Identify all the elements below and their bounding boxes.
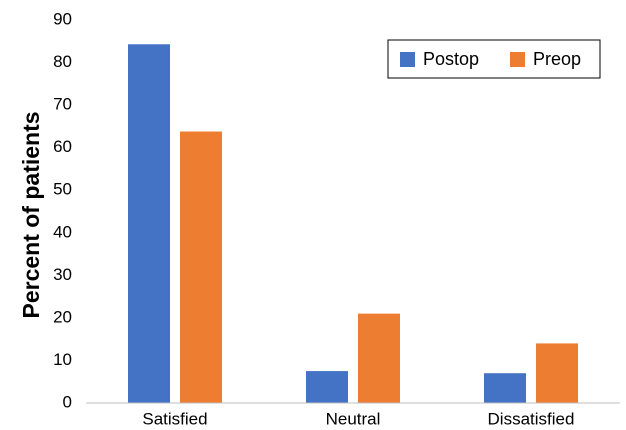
legend-label-preop: Preop — [533, 49, 581, 69]
y-axis-title: Percent of patients — [18, 111, 44, 318]
y-tick-label: 60 — [53, 137, 72, 156]
y-tick-label: 0 — [63, 392, 72, 411]
bar-preop-neutral — [358, 313, 400, 403]
legend: Postop Preop — [387, 39, 601, 79]
y-tick-label: 40 — [53, 222, 72, 241]
y-axis-ticks: 0 10 20 30 40 50 60 70 80 90 — [53, 9, 72, 411]
y-tick-label: 20 — [53, 307, 72, 326]
x-tick-label: Satisfied — [142, 409, 207, 428]
y-tick-label: 70 — [53, 95, 72, 114]
bar-preop-dissatisfied — [536, 343, 578, 403]
bar-preop-satisfied — [180, 131, 222, 404]
bar-postop-dissatisfied — [484, 373, 526, 403]
y-tick-label: 50 — [53, 180, 72, 199]
bar-postop-satisfied — [128, 44, 170, 404]
x-tick-label: Dissatisfied — [488, 409, 575, 428]
y-tick-label: 80 — [53, 52, 72, 71]
legend-box — [387, 39, 601, 79]
x-axis-ticks: Satisfied Neutral Dissatisfied — [142, 409, 574, 428]
legend-swatch-preop — [510, 52, 525, 67]
legend-swatch-postop — [400, 52, 415, 67]
legend-label-postop: Postop — [423, 49, 479, 69]
y-tick-label: 10 — [53, 350, 72, 369]
y-tick-label: 30 — [53, 265, 72, 284]
bar-postop-neutral — [306, 371, 348, 403]
bars — [128, 44, 578, 404]
y-tick-label: 90 — [53, 9, 72, 28]
x-tick-label: Neutral — [326, 409, 381, 428]
